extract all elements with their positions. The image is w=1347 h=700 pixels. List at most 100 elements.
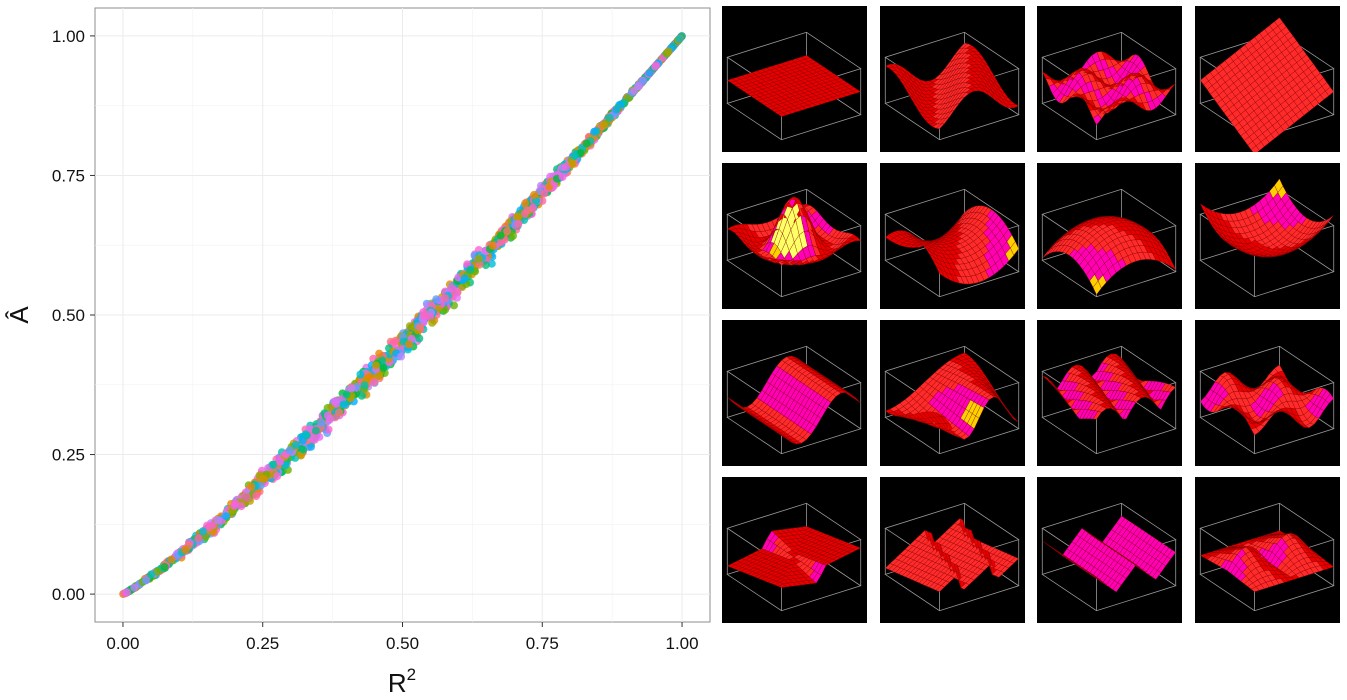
surface-panel-ripple-spike (722, 163, 867, 309)
surface-plot-svg (1041, 188, 1177, 298)
data-point (452, 293, 461, 302)
data-point (428, 318, 437, 327)
surface-plot-svg (883, 188, 1020, 298)
surface-panel-folded-sheets (1037, 477, 1182, 623)
data-point (570, 152, 579, 160)
data-point (259, 475, 267, 484)
y-axis-ticks: 0.00 0.25 0.50 0.75 1.00 (52, 27, 95, 604)
data-point (497, 238, 506, 247)
data-point (634, 82, 643, 91)
surface-panel-thin-strips (722, 477, 867, 623)
data-point (612, 105, 621, 114)
data-point (460, 274, 469, 283)
surface-mesh (1042, 515, 1176, 593)
surface-panel-bowl (1194, 163, 1340, 309)
data-point (496, 231, 505, 240)
data-point (664, 47, 673, 56)
surface-panel-saddle (879, 163, 1025, 309)
data-point (529, 203, 537, 212)
data-point (301, 430, 310, 439)
surface-plot-svg (726, 502, 862, 612)
data-point (299, 445, 308, 454)
data-point (339, 400, 348, 409)
x-axis-ticks: 0.00 0.25 0.50 0.75 1.00 (106, 622, 699, 653)
data-point (474, 254, 483, 263)
data-point (520, 209, 529, 218)
surface-mesh (726, 196, 862, 266)
data-point (509, 231, 517, 240)
y-tick-label: 0.25 (52, 446, 85, 465)
data-point (372, 361, 380, 370)
data-point (503, 227, 512, 236)
data-point (530, 190, 539, 199)
data-point (375, 349, 384, 358)
data-point (335, 408, 343, 417)
surface-plot-svg (883, 502, 1020, 612)
data-point (420, 312, 429, 321)
data-point (311, 426, 320, 435)
surface-panel-wavy-sine (879, 6, 1025, 152)
surface-plot-svg (726, 31, 862, 141)
x-tick-label: 1.00 (665, 634, 698, 653)
x-tick-label: 0.00 (106, 634, 139, 653)
surface-mesh (884, 205, 1019, 285)
data-point (405, 340, 414, 349)
data-point (514, 212, 523, 221)
data-point (208, 521, 217, 530)
x-tick-label: 0.50 (386, 634, 419, 653)
surface-mesh (727, 355, 861, 445)
surface-mesh (1199, 364, 1334, 436)
data-point (198, 527, 207, 536)
data-point (142, 576, 150, 585)
surface-panel-twisted-wave (879, 320, 1025, 466)
surface-mesh (1199, 17, 1334, 152)
data-point (326, 414, 335, 423)
data-point (540, 189, 549, 198)
data-point (448, 284, 457, 293)
data-point (481, 261, 490, 270)
data-point (389, 338, 398, 347)
data-point (558, 172, 567, 181)
data-point (521, 199, 530, 208)
surface-panel-tilted-triangle (1194, 6, 1340, 152)
surface-mesh (884, 352, 1019, 440)
data-point (416, 323, 424, 331)
data-point (269, 460, 278, 469)
data-point (273, 472, 282, 481)
surface-mesh (1199, 178, 1334, 258)
x-axis-title-superscript: 2 (407, 665, 416, 684)
data-point (582, 139, 591, 148)
data-point (415, 334, 424, 343)
y-tick-label: 0.50 (52, 306, 85, 325)
data-point (675, 35, 684, 44)
data-point (466, 265, 475, 274)
scatter-plot-svg: 0.00 0.25 0.50 0.75 1.00 0.00 0.25 0.50 0.75 1.0… (4, 7, 711, 698)
surface-mesh (1041, 51, 1176, 126)
data-point (330, 397, 339, 406)
data-point (600, 121, 608, 130)
surface-panel-zigzag-peaks (1194, 477, 1340, 623)
data-point (514, 219, 523, 228)
data-points (119, 32, 686, 598)
surface-panel-bumps-grid (1037, 6, 1182, 152)
data-point (652, 61, 661, 70)
surface-panels-grid (722, 6, 1342, 626)
surface-mesh (726, 526, 862, 588)
surface-plot-svg (1198, 178, 1335, 298)
data-point (222, 512, 231, 521)
data-point (230, 501, 239, 510)
data-point (160, 562, 169, 571)
surface-plot-svg (726, 188, 862, 298)
data-point (370, 378, 379, 387)
data-point (213, 516, 222, 525)
y-tick-label: 0.75 (52, 166, 85, 185)
data-point (568, 159, 577, 168)
surface-mesh (1199, 530, 1334, 592)
scatter-plot: 0.00 0.25 0.50 0.75 1.00 0.00 0.25 0.50 0.75 1.0… (4, 7, 711, 698)
data-point (475, 260, 484, 269)
data-point (342, 390, 351, 399)
data-point (441, 294, 450, 303)
surface-plot-svg (1041, 345, 1177, 455)
data-point (379, 363, 388, 372)
data-point (347, 384, 356, 393)
